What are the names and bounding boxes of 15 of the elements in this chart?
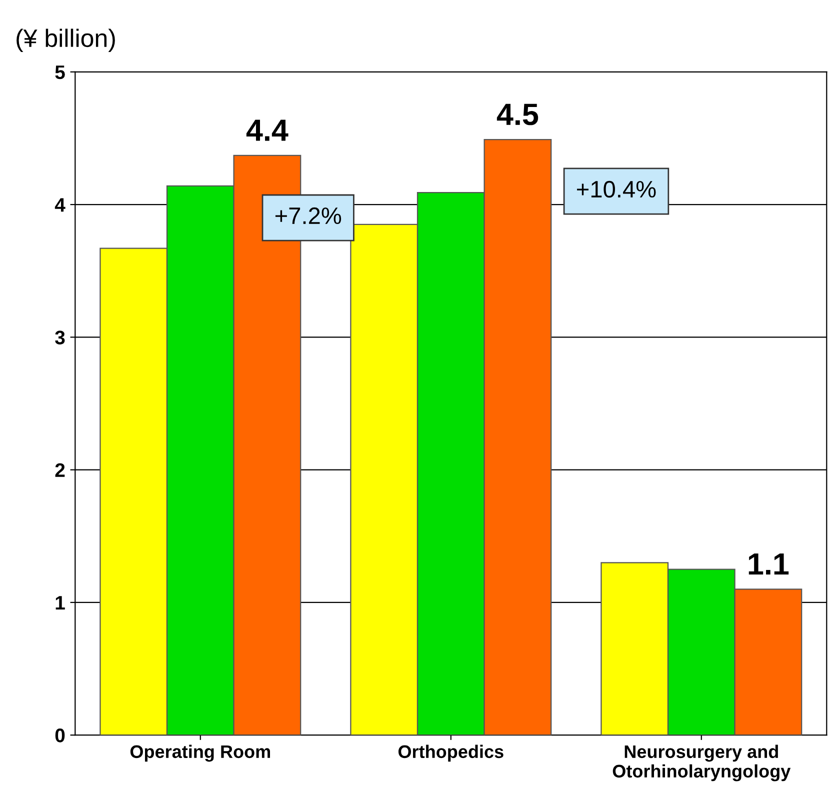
y-tick-label: 2 [55, 463, 65, 477]
x-tick-label: Orthopedics [398, 744, 504, 762]
data-label: 1.1 [748, 553, 789, 575]
y-tick-label: 5 [55, 66, 65, 80]
data-label: 4.4 [246, 120, 288, 141]
y-axis-title: (¥ billion) [16, 28, 115, 52]
y-tick-label: 4 [54, 198, 66, 212]
x-tick-label: Neurosurgery and Otorhinolaryngology [612, 744, 791, 782]
y-tick-label: 0 [55, 728, 65, 742]
annotation: +10.4% [577, 180, 656, 198]
data-label: 4.5 [496, 104, 538, 126]
y-tick-label: 3 [55, 330, 65, 344]
x-tick-label: Operating Room [130, 744, 270, 762]
annotation: +7.2% [275, 207, 342, 224]
y-tick-label: 1 [56, 596, 65, 610]
